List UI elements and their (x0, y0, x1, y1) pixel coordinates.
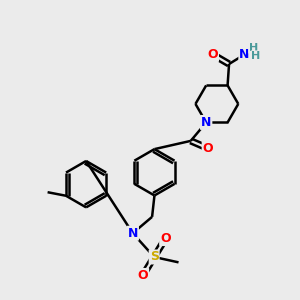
Text: O: O (207, 48, 218, 61)
Text: N: N (201, 116, 211, 129)
Text: N: N (239, 48, 250, 61)
Text: H: H (251, 51, 260, 61)
Text: H: H (249, 43, 258, 53)
Text: S: S (150, 250, 159, 263)
Text: O: O (202, 142, 213, 155)
Text: O: O (138, 269, 148, 282)
Text: O: O (160, 232, 171, 245)
Text: N: N (128, 227, 138, 240)
